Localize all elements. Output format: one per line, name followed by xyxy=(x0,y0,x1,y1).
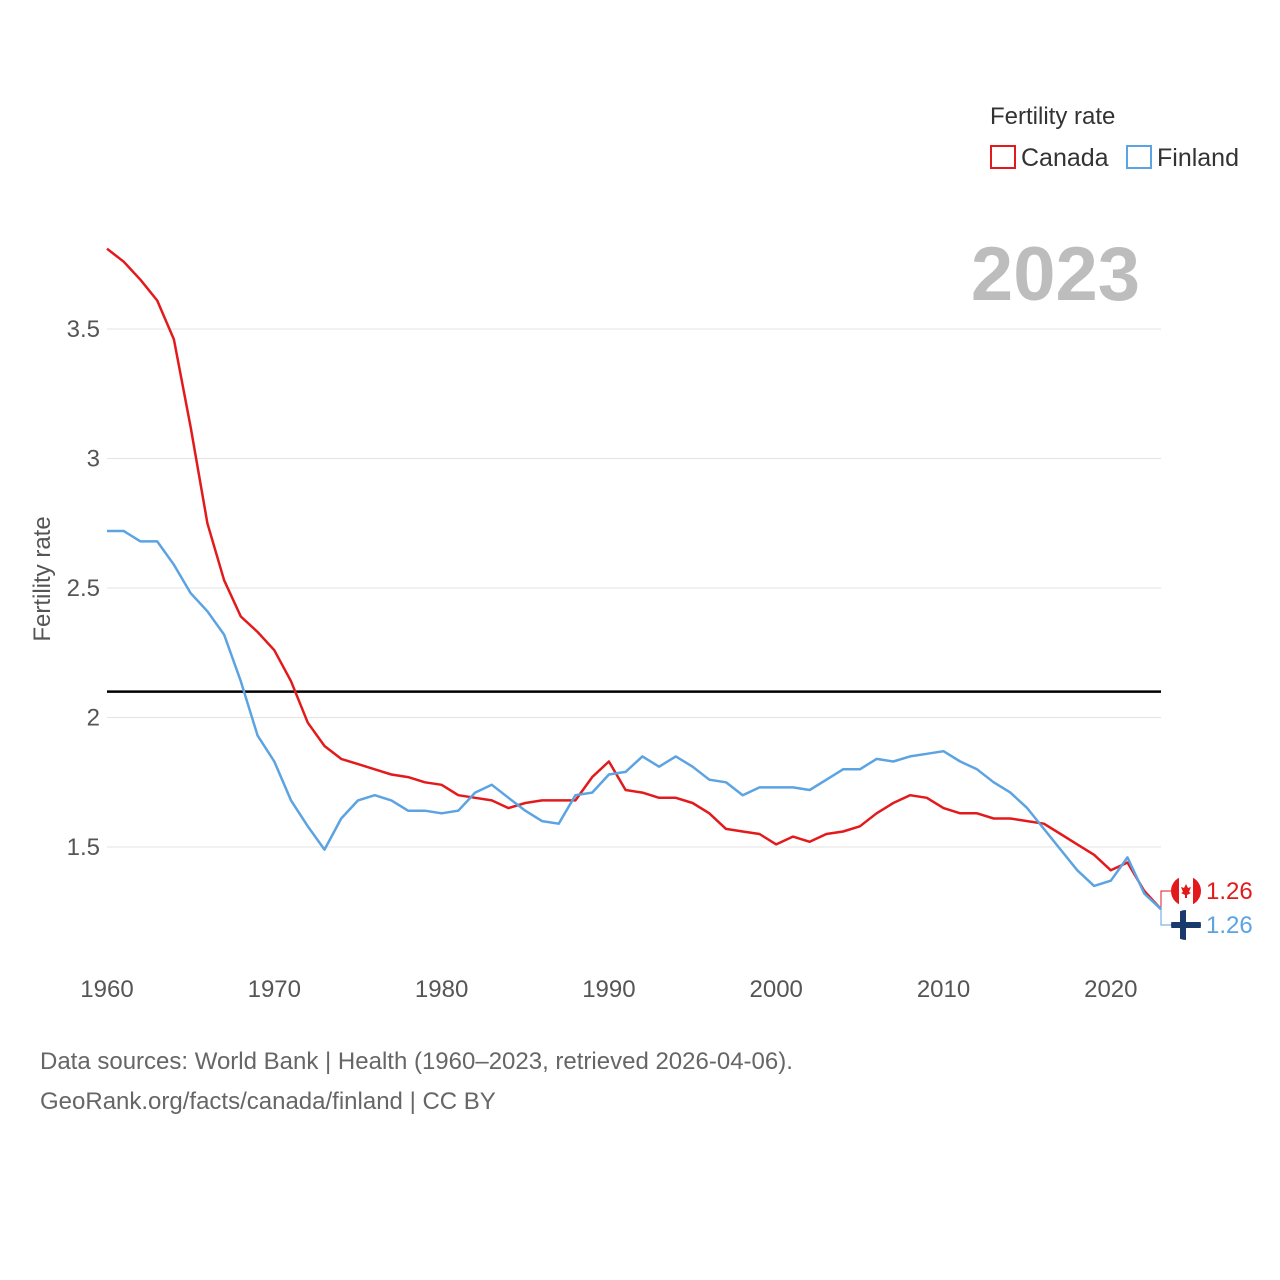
x-tick-label: 2020 xyxy=(1084,976,1137,1003)
canada-flag-icon xyxy=(1171,876,1201,906)
end-label-canada: 1.26 xyxy=(1206,878,1253,905)
x-tick-label: 1990 xyxy=(582,976,635,1003)
end-connector-finland xyxy=(1160,907,1171,926)
x-tick-label: 1980 xyxy=(415,976,468,1003)
x-tick-label: 1970 xyxy=(248,976,301,1003)
end-label-finland: 1.26 xyxy=(1206,912,1253,939)
y-tick-label: 2 xyxy=(87,705,100,732)
fertility-line-chart: 1.5 2 2.5 3 3.5 1960 1970 1980 1990 2000 2010 2020… xyxy=(29,103,1253,1003)
x-tick-label: 2000 xyxy=(750,976,803,1003)
legend-label-canada[interactable]: Canada xyxy=(1021,144,1109,172)
data-source-note: Data sources: World Bank | Health (1960–… xyxy=(40,1042,793,1122)
x-axis-ticks: 1960 1970 1980 1990 2000 2010 2020 xyxy=(80,976,1137,1003)
finland-flag-icon xyxy=(1171,910,1201,940)
y-axis-ticks: 1.5 2 2.5 3 3.5 xyxy=(67,316,100,861)
series-line-canada xyxy=(106,247,1162,911)
source-line-1: Data sources: World Bank | Health (1960–… xyxy=(40,1048,793,1075)
y-tick-label: 3.5 xyxy=(67,316,100,343)
legend: Fertility rate Canada Finland xyxy=(990,103,1239,172)
x-tick-label: 2010 xyxy=(917,976,970,1003)
legend-label-finland[interactable]: Finland xyxy=(1157,144,1239,172)
end-labels: 1.26 1.26 xyxy=(1160,876,1253,940)
x-tick-label: 1960 xyxy=(80,976,133,1003)
legend-swatch-finland[interactable] xyxy=(1126,145,1152,169)
y-tick-label: 3 xyxy=(87,446,100,473)
y-tick-label: 2.5 xyxy=(67,575,100,602)
source-line-2[interactable]: GeoRank.org/facts/canada/finland | CC BY xyxy=(40,1088,496,1115)
end-connector-canada xyxy=(1160,890,1171,907)
legend-swatch-canada[interactable] xyxy=(990,145,1016,169)
gridlines xyxy=(107,328,1161,848)
y-axis-title: Fertility rate xyxy=(29,516,56,641)
current-year-watermark: 2023 xyxy=(971,232,1140,317)
legend-title: Fertility rate xyxy=(990,103,1115,130)
y-tick-label: 1.5 xyxy=(67,834,100,861)
series-line-finland xyxy=(107,529,1162,911)
